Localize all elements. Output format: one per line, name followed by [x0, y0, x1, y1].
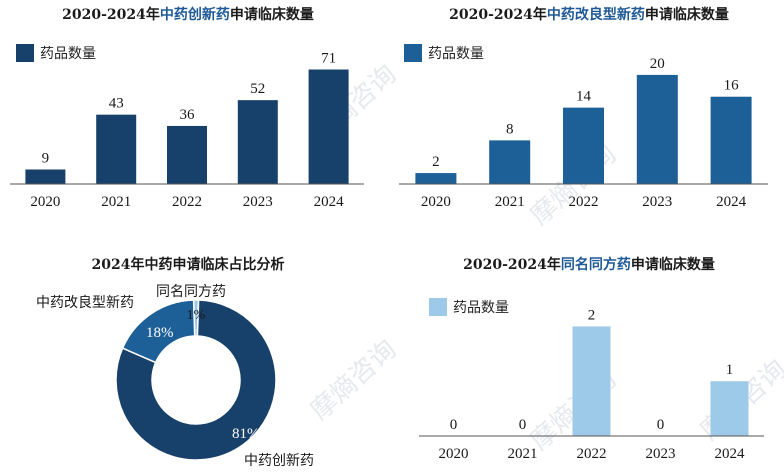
chart1-data-label: 52: [250, 81, 265, 97]
donut-category-label: 中药创新药: [244, 453, 314, 469]
chart1-bar: [25, 169, 66, 184]
chart4-title-prefix: 2020-2024年: [463, 257, 561, 273]
chart4-data-label: 0: [657, 417, 665, 433]
chart4-title-suffix: 申请临床数量: [630, 257, 715, 273]
chart2-data-label: 20: [650, 56, 665, 72]
chart1-bar: [308, 69, 349, 184]
chart1-tick-label: 2021: [101, 194, 131, 210]
chart1-title: 2020-2024年中药创新药申请临床数量: [0, 4, 376, 24]
chart2-tick-label: 2022: [569, 194, 599, 210]
chart4-bar: [710, 381, 749, 436]
chart2-bar: [636, 74, 678, 184]
donut-category-label: 中药改良型新药: [36, 295, 134, 311]
chart1-bar: [96, 114, 137, 184]
chart2-legend-label: 药品数量: [428, 46, 484, 62]
chart1-tick-label: 2020: [30, 194, 60, 210]
donut-category-label: 同名同方药: [156, 284, 226, 300]
chart1-title-suffix: 申请临床数量: [229, 7, 314, 23]
chart4-tick-label: 2024: [715, 446, 746, 462]
chart2-bar: [563, 107, 604, 184]
donut-slice: [115, 299, 277, 461]
chart4-title: 2020-2024年同名同方药申请临床数量: [394, 254, 784, 274]
chart2-data-label: 8: [506, 121, 514, 137]
chart1-data-label: 43: [109, 96, 124, 112]
chart2-title-prefix: 2020-2024年: [449, 7, 547, 23]
chart2-data-label: 2: [432, 154, 440, 170]
chart4-tick-label: 2020: [439, 446, 469, 462]
chart1-bar: [237, 100, 278, 184]
donut-pct-label: 1%: [187, 308, 206, 323]
chart2-bar: [415, 173, 457, 184]
chart4-data-label: 1: [726, 362, 734, 378]
chart4-bar: [572, 326, 611, 436]
chart3-title: 2024年中药申请临床占比分析: [91, 257, 285, 273]
chart1-tick-label: 2024: [314, 194, 345, 210]
chart1-legend-swatch: [16, 44, 34, 62]
chart2-tick-label: 2024: [716, 194, 747, 210]
chart4-tick-label: 2021: [508, 446, 538, 462]
chart4-tick-label: 2023: [646, 446, 676, 462]
donut-pct-label: 81%: [232, 426, 260, 442]
chart2-data-label: 16: [724, 78, 740, 94]
chart4-title-highlight: 同名同方药: [560, 257, 631, 273]
donut-slice: [121, 299, 196, 364]
chart1-data-label: 71: [321, 51, 336, 67]
chart2-data-label: 14: [576, 89, 592, 105]
chart1-bar: [167, 125, 207, 184]
chart2-legend-swatch: [404, 44, 422, 62]
chart2-title-suffix: 申请临床数量: [644, 7, 729, 23]
chart1-legend-label: 药品数量: [40, 46, 96, 62]
chart1-tick-label: 2022: [172, 194, 202, 210]
chart2-tick-label: 2020: [421, 194, 451, 210]
chart4-legend-swatch: [429, 298, 447, 316]
chart2-title-highlight: 中药改良型新药: [546, 7, 645, 23]
chart1-title-prefix: 2020-2024年: [62, 7, 160, 23]
chart1-data-label: 36: [180, 107, 196, 123]
chart2-bar-chart: 药品数量 2 2020 8 2021 14 2022 20 2023 16 2024: [399, 44, 768, 210]
chart2-bar: [489, 140, 531, 184]
chart1-tick-label: 2023: [243, 194, 273, 210]
chart4-data-label: 0: [519, 417, 527, 433]
chart4-legend-label: 药品数量: [453, 300, 509, 316]
chart1-bar-chart: 药品数量 9 2020 43 2021 36 2022 52 2023 71 2024: [10, 44, 364, 210]
chart4-bar-chart: 药品数量 0 2020 0 2021 2 2022 0 2023 1 2024: [419, 298, 764, 462]
chart2-title: 2020-2024年中药改良型新药申请临床数量: [394, 4, 784, 24]
donut-pct-label: 18%: [146, 325, 174, 341]
chart1-title-highlight: 中药创新药: [159, 7, 230, 23]
chart4-tick-label: 2022: [577, 446, 607, 462]
chart4-data-label: 2: [588, 307, 596, 323]
chart4-data-label: 0: [450, 417, 458, 433]
chart1-data-label: 9: [42, 150, 50, 166]
chart2-tick-label: 2023: [642, 194, 672, 210]
chart2-tick-label: 2021: [495, 194, 525, 210]
chart2-bar: [710, 96, 752, 184]
chart3-donut-chart: 81% 18% 1% 中药创新药 中药改良型新药 同名同方药: [36, 284, 314, 469]
